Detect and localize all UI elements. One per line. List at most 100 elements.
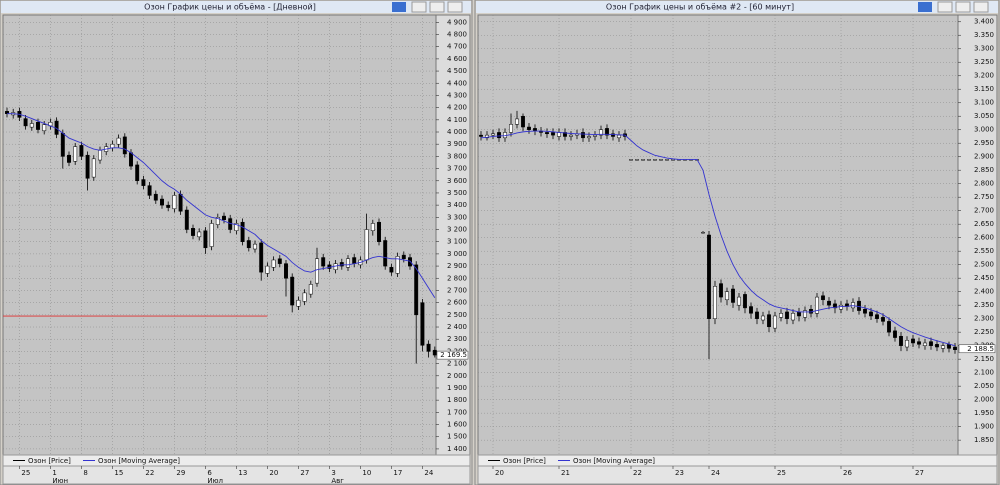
candle-body (122, 136, 127, 155)
y-tick-label: 4 100 (447, 116, 467, 124)
candle-body (863, 308, 867, 314)
x-tick-label: 20 (269, 469, 278, 477)
y-tick-label: 3 000 (447, 250, 467, 258)
candle-body (296, 299, 301, 307)
candle-body (737, 296, 741, 306)
x-tick-label: 25 (21, 469, 30, 477)
plot-area (2, 14, 437, 456)
candle-body (321, 257, 326, 267)
x-tick-label: 20 (495, 469, 504, 477)
moving-average-line (7, 113, 436, 299)
candle-body (370, 223, 375, 231)
y-tick-label: 1 400 (447, 445, 467, 453)
candle-body (785, 311, 789, 319)
candle-body (178, 193, 183, 212)
y-tick-label: 2.900 (974, 153, 994, 161)
candle-body (135, 164, 140, 182)
y-tick-label: 2 600 (447, 299, 467, 307)
y-tick-label: 1.900 (974, 423, 994, 431)
close-button[interactable] (973, 1, 989, 13)
y-tick-label: 2.000 (974, 396, 994, 404)
candle-body (153, 193, 158, 201)
y-tick-label: 2.500 (974, 261, 994, 269)
x-tick-label: 27 (915, 469, 924, 477)
candle-body (426, 343, 431, 352)
candle-body (141, 179, 146, 186)
price-tag (436, 350, 469, 360)
maximize-button[interactable] (429, 1, 445, 13)
candle-body (116, 137, 121, 145)
x-tick-label: 10 (362, 469, 371, 477)
candle-body (197, 231, 202, 238)
candle-body (641, 159, 645, 161)
title-bar (476, 1, 998, 13)
candle-body (905, 340, 909, 348)
candle-body (234, 223, 239, 231)
candle-body (339, 262, 344, 267)
candle-body (917, 341, 921, 345)
candle-body (605, 128, 609, 136)
candle-body (911, 338, 915, 344)
candle-body (743, 294, 747, 309)
y-tick-label: 2.300 (974, 315, 994, 323)
x-tick-label: 23 (675, 469, 684, 477)
y-tick-label: 2.800 (974, 180, 994, 188)
y-tick-label: 1 900 (447, 384, 467, 392)
candle-body (527, 126, 531, 130)
y-tick-label: 2.250 (974, 328, 994, 336)
candle-body (129, 152, 133, 167)
close-button[interactable] (447, 1, 463, 13)
candle-body (713, 286, 717, 319)
candle-body (302, 292, 307, 302)
candle-body (791, 313, 795, 321)
candle-body (551, 132, 555, 136)
legend-label: Озон [Price] (503, 457, 546, 465)
candle-body (401, 254, 406, 260)
y-tick-label: 1.950 (974, 409, 994, 417)
candle-body (29, 123, 34, 128)
pin-button[interactable] (392, 2, 406, 12)
y-tick-label: 4 900 (447, 18, 467, 26)
y-tick-label: 3.200 (974, 72, 994, 80)
maximize-button[interactable] (955, 1, 971, 13)
candle-body (36, 122, 40, 130)
candle-body (821, 295, 825, 301)
candle-body (731, 288, 735, 303)
y-tick-label: 3.100 (974, 99, 994, 107)
moving-average-line (480, 130, 956, 347)
y-tick-label: 3 100 (447, 238, 467, 246)
candle-body (851, 302, 855, 309)
y-tick-label: 3 400 (447, 201, 467, 209)
y-tick-label: 2 100 (447, 360, 467, 368)
y-tick-label: 2.400 (974, 288, 994, 296)
y-tick-label: 2 000 (447, 372, 467, 380)
candle-body (923, 342, 927, 346)
y-tick-label: 4 500 (447, 67, 467, 75)
candle-body (767, 314, 771, 328)
y-tick-label: 3.300 (974, 45, 994, 53)
candle-body (184, 209, 189, 230)
candle-body (497, 132, 501, 139)
x-tick-label: 6 (207, 469, 212, 477)
candle-body (79, 145, 84, 157)
month-label: Авг (331, 477, 344, 485)
candle-body (563, 132, 567, 137)
x-tick-label: 25 (777, 469, 786, 477)
minimize-button[interactable] (411, 1, 427, 13)
candle-body (803, 310, 807, 318)
price-tag (958, 344, 996, 354)
candle-body (545, 132, 549, 135)
candle-body (259, 242, 264, 273)
legend-label: Озон [Moving Average] (573, 457, 655, 465)
y-tick-label: 2 900 (447, 262, 467, 270)
minimize-button[interactable] (937, 1, 953, 13)
y-tick-label: 4 400 (447, 79, 467, 87)
candle-body (479, 134, 483, 137)
y-tick-label: 2.950 (974, 139, 994, 147)
y-tick-label: 2.750 (974, 193, 994, 201)
pin-button[interactable] (918, 2, 932, 12)
candle-body (779, 313, 783, 318)
price-tag-label: 2 169.5 (440, 351, 467, 359)
candle-body (947, 344, 951, 349)
x-tick-label: 26 (843, 469, 852, 477)
